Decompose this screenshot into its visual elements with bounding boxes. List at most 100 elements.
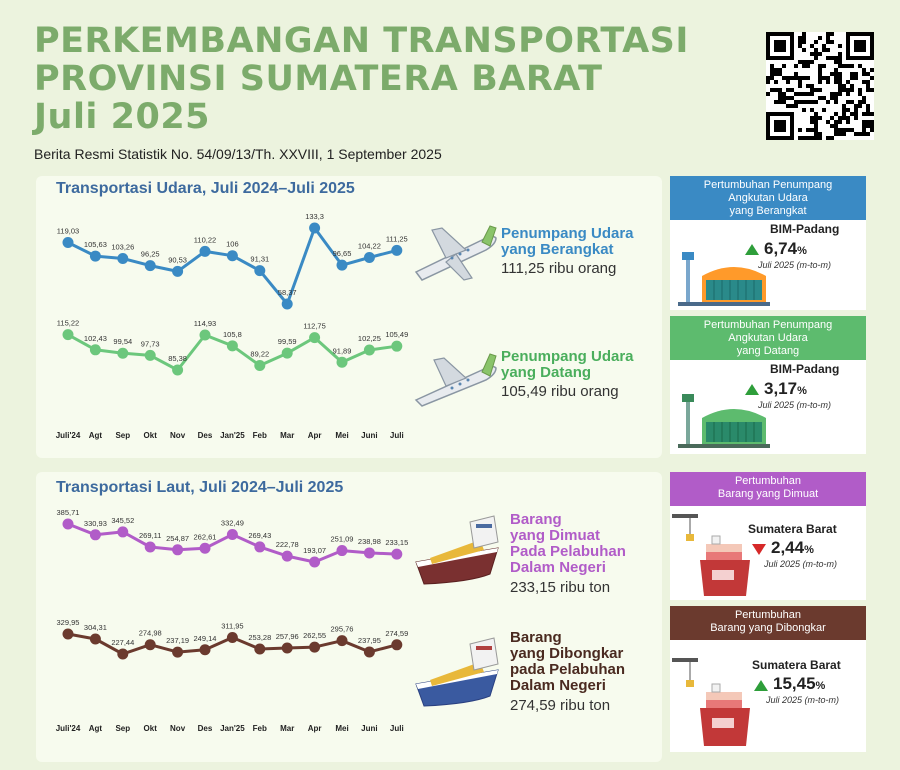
data-label: 233,15	[385, 538, 408, 547]
data-point	[226, 528, 238, 540]
data-label: 345,52	[111, 516, 134, 525]
data-point	[89, 633, 101, 645]
data-point	[144, 260, 156, 272]
data-label: 332,49	[221, 518, 244, 527]
data-point	[281, 642, 293, 654]
data-point	[281, 550, 293, 562]
data-label: 227,44	[111, 638, 134, 647]
title-line-2: PROVINSI SUMATERA BARAT	[34, 59, 603, 99]
data-label: 274,98	[139, 629, 162, 638]
data-point	[336, 259, 348, 271]
data-label: 89,22	[250, 349, 269, 358]
air-arrival-label: Penumpang Udara yang Datang	[501, 348, 634, 381]
data-label: 58,37	[278, 288, 297, 297]
data-label: 311,95	[221, 622, 243, 631]
data-label: 237,19	[166, 636, 189, 645]
data-label: 329,95	[57, 618, 80, 627]
x-tick-label: Juli'24	[56, 431, 81, 440]
card-note: Juli 2025 (m-to-m)	[764, 559, 838, 569]
data-label: 102,25	[358, 334, 381, 343]
airplane-arrival-icon	[414, 353, 497, 407]
data-point	[363, 344, 375, 356]
data-point	[309, 641, 321, 653]
x-tick-label: Agt	[89, 724, 103, 733]
data-label: 91,89	[333, 346, 352, 355]
card-header: Pertumbuhan Penumpang Angkutan Udara yan…	[670, 316, 866, 360]
data-point	[309, 332, 321, 344]
x-tick-label: Okt	[144, 431, 158, 440]
data-point	[391, 639, 403, 651]
data-point	[309, 556, 321, 568]
data-label: 102,43	[84, 334, 107, 343]
data-point	[336, 356, 348, 368]
data-point	[336, 545, 348, 557]
data-label: 106	[226, 240, 239, 249]
x-tick-label: Jan'25	[220, 724, 245, 733]
data-point	[391, 340, 403, 352]
decrease-arrow-icon	[752, 544, 766, 555]
data-label: 105,63	[84, 240, 107, 249]
data-point	[89, 250, 101, 262]
data-label: 385,71	[57, 508, 80, 517]
card-growth-value: 6,74%	[764, 239, 807, 258]
data-point	[117, 526, 129, 538]
data-point	[226, 340, 238, 352]
card-note: Juli 2025 (m-to-m)	[758, 400, 832, 410]
x-tick-label: Okt	[144, 724, 158, 733]
airport-terminal-icon	[678, 252, 770, 306]
data-label: 90,53	[168, 255, 187, 264]
page-title: PERKEMBANGAN TRANSPORTASI PROVINSI SUMAT…	[34, 22, 689, 136]
data-label: 103,26	[111, 242, 134, 251]
data-point	[226, 250, 238, 262]
data-label: 104,22	[358, 241, 381, 250]
x-tick-label: Juli'24	[56, 724, 81, 733]
airplane-departure-icon	[414, 225, 497, 281]
data-label: 112,75	[303, 322, 325, 331]
sea-panel-title: Transportasi Laut, Juli 2024–Juli 2025	[56, 479, 344, 496]
x-tick-label: Mei	[335, 431, 348, 440]
x-tick-label: Des	[198, 724, 213, 733]
sea-panel	[36, 472, 662, 762]
x-tick-label: Feb	[253, 724, 267, 733]
card-sea-unloading: Pertumbuhan Barang yang Dibongkar Sumate…	[670, 606, 866, 752]
data-point	[309, 222, 321, 234]
data-label: 295,76	[331, 625, 354, 634]
data-point	[144, 349, 156, 361]
data-label: 85,38	[168, 354, 187, 363]
data-label: 254,87	[166, 534, 189, 543]
x-tick-label: Juli	[390, 431, 404, 440]
x-tick-label: Des	[198, 431, 213, 440]
data-label: 269,11	[139, 531, 161, 540]
data-point	[391, 548, 403, 560]
data-point	[254, 643, 266, 655]
data-label: 91,31	[250, 255, 269, 264]
card-location: Sumatera Barat	[748, 522, 837, 536]
data-label: 119,03	[57, 226, 79, 235]
data-point	[89, 344, 101, 356]
x-tick-label: Sep	[115, 431, 130, 440]
x-tick-label: Juni	[361, 724, 377, 733]
x-tick-label: Nov	[170, 431, 186, 440]
data-point	[117, 347, 129, 359]
page-subtitle: Berita Resmi Statistik No. 54/09/13/Th. …	[34, 146, 442, 162]
data-point	[363, 251, 375, 263]
card-header: Pertumbuhan Penumpang Angkutan Udara yan…	[670, 176, 866, 220]
port-crane-icon	[672, 658, 750, 746]
data-label: 193,07	[303, 546, 326, 555]
qr-code-icon[interactable]	[766, 32, 874, 140]
data-label: 238,98	[358, 537, 381, 546]
x-tick-label: Mar	[280, 724, 294, 733]
x-tick-label: Mei	[335, 724, 348, 733]
card-note: Juli 2025 (m-to-m)	[766, 695, 840, 705]
increase-arrow-icon	[745, 244, 759, 255]
data-point	[199, 245, 211, 257]
data-point	[199, 542, 211, 554]
x-tick-label: Juli	[390, 724, 404, 733]
data-label: 114,93	[194, 319, 216, 328]
sea-loading-label: Barang yang Dimuat Pada Pelabuhan Dalam …	[510, 511, 626, 576]
air-panel-title: Transportasi Udara, Juli 2024–Juli 2025	[56, 180, 355, 197]
data-label: 274,59	[385, 629, 408, 638]
data-point	[254, 359, 266, 371]
card-location: BIM-Padang	[770, 222, 840, 236]
